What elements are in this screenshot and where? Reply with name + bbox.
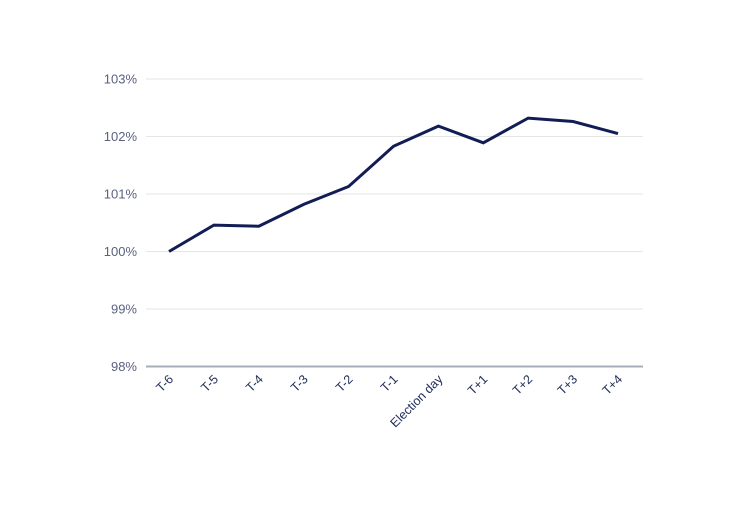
x-tick-label: T-4 (243, 372, 266, 395)
x-tick-label: T+3 (555, 372, 580, 397)
y-tick-label: 102% (104, 129, 138, 144)
x-tick-label: T+4 (600, 372, 625, 397)
y-tick-label: 99% (111, 302, 137, 317)
x-tick-label: T+1 (465, 372, 490, 397)
x-tick-label: T-5 (198, 372, 221, 395)
y-tick-label: 100% (104, 244, 138, 259)
x-tick-label: T-6 (153, 372, 176, 395)
x-tick-label: T-3 (288, 372, 311, 395)
x-tick-label: T-2 (333, 372, 356, 395)
y-tick-label: 103% (104, 72, 138, 87)
y-tick-label: 98% (111, 359, 137, 374)
x-tick-label: T-1 (378, 372, 401, 395)
x-tick-label: T+2 (510, 372, 535, 397)
y-tick-label: 101% (104, 187, 138, 202)
data-line (168, 116, 619, 253)
